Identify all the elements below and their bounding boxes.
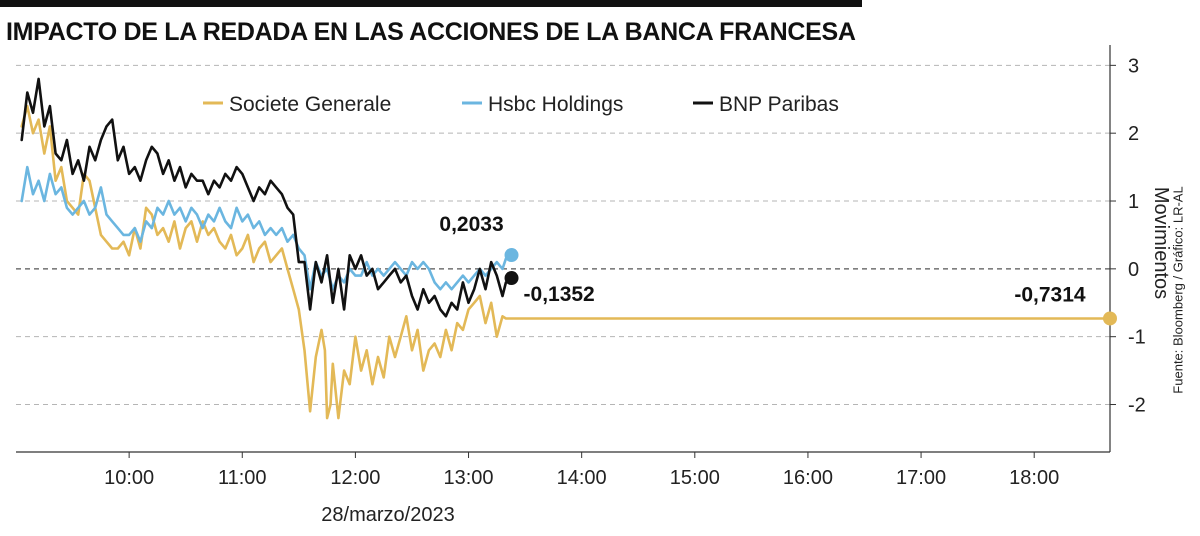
y-tick-label: 3 <box>1128 55 1139 77</box>
x-tick-label: 14:00 <box>557 467 607 489</box>
x-tick-label: 11:00 <box>218 467 267 489</box>
y-tick-label: 2 <box>1128 123 1139 145</box>
x-tick-label: 16:00 <box>783 467 833 489</box>
series-line-societe-generale <box>20 104 1112 420</box>
end-point-societe-generale <box>1103 311 1117 326</box>
y-tick-label: -2 <box>1128 395 1146 417</box>
x-axis-label: 28/marzo/2023 <box>321 504 454 526</box>
y-tick-label: 0 <box>1128 259 1139 281</box>
y-tick-label: 1 <box>1128 191 1139 213</box>
title-rule <box>0 0 862 7</box>
end-value-label: -0,7314 <box>1014 283 1086 306</box>
x-tick-label: 18:00 <box>1009 467 1059 489</box>
x-tick-label: 13:00 <box>444 467 494 489</box>
legend-label: BNP Paribas <box>719 93 839 116</box>
series-line-hsbc-holdings <box>20 165 513 291</box>
x-tick-label: 10:00 <box>104 467 154 489</box>
x-tick-label: 12:00 <box>330 467 380 489</box>
series-line-bnp-paribas <box>20 77 513 318</box>
source-credit: Fuente: Bloomberg / Gráfico: LR-AL <box>1170 186 1186 394</box>
end-value-label: 0,2033 <box>439 213 503 236</box>
y-tick-label: -1 <box>1128 327 1146 349</box>
legend-label: Hsbc Holdings <box>488 93 623 116</box>
end-value-label: -0,1352 <box>524 283 595 306</box>
legend-label: Societe Generale <box>229 93 391 116</box>
end-point-bnp-paribas <box>504 271 519 286</box>
x-tick-label: 15:00 <box>670 467 720 489</box>
y-axis-label: Movimientos <box>1150 187 1172 299</box>
x-tick-label: 17:00 <box>896 467 946 489</box>
chart-title: IMPACTO DE LA REDADA EN LAS ACCIONES DE … <box>6 18 856 46</box>
end-point-hsbc-holdings <box>504 248 519 263</box>
